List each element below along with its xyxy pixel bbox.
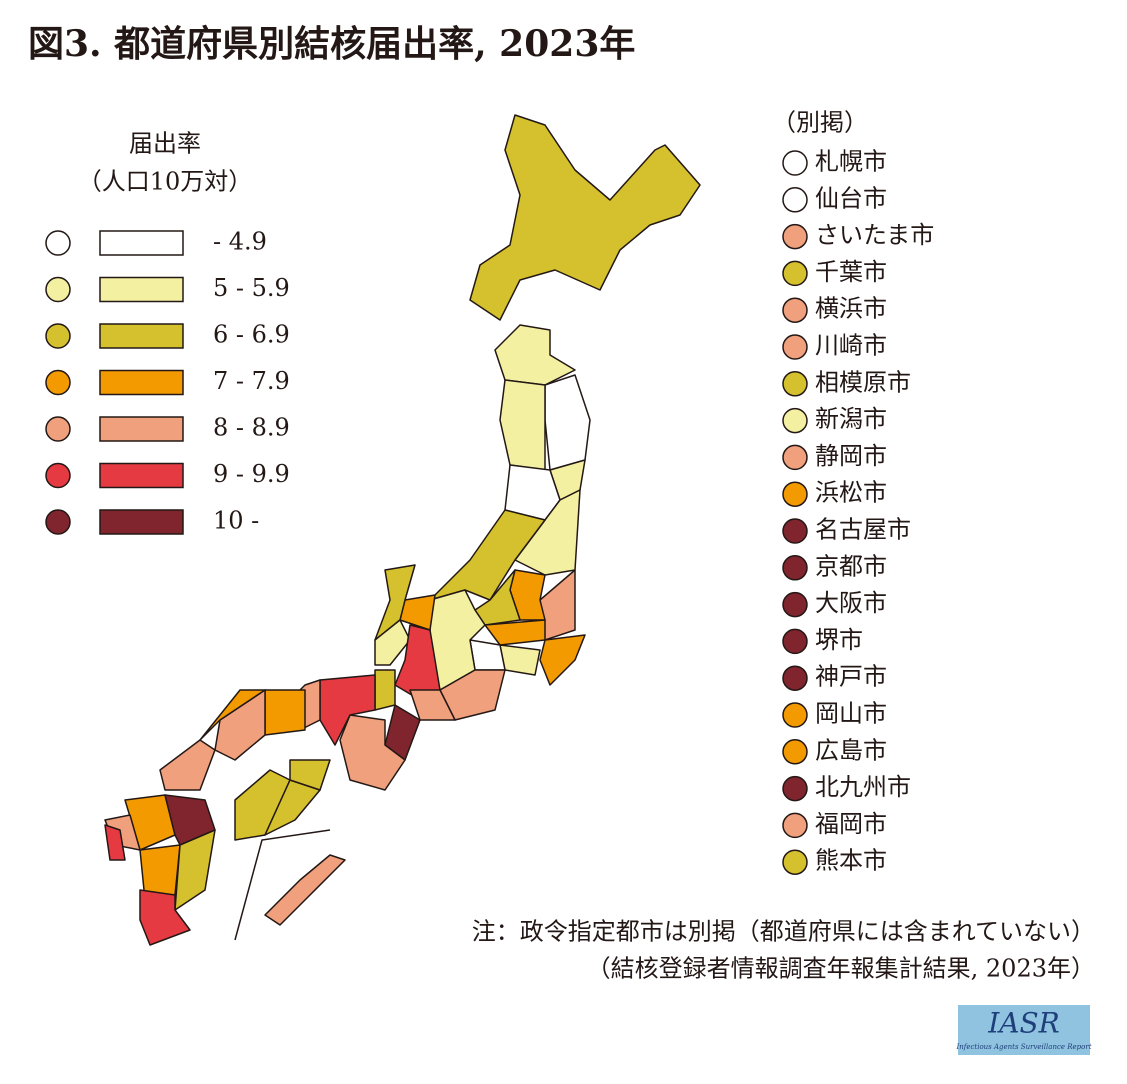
city-dot: [782, 444, 808, 471]
source: （結核登録者情報調査年報集計結果, 2023年）: [587, 955, 1095, 983]
legend-swatch: [99, 323, 184, 349]
legend-dot: [45, 509, 71, 535]
cities-title: （別掲）: [772, 109, 868, 137]
prefecture: [374, 669, 396, 711]
city-dot: [782, 739, 808, 765]
city-list: 札幌市仙台市さいたま市千葉市横浜市川崎市相模原市新潟市静岡市浜松市名古屋市京都市…: [782, 148, 934, 875]
prefecture: [289, 759, 331, 791]
city-dot: [782, 260, 808, 287]
prefecture: [409, 689, 456, 721]
map: [104, 114, 701, 946]
city-dot: [782, 555, 808, 581]
city-name: 新潟市: [815, 405, 887, 433]
legend-subtitle: （人口10万対）: [78, 168, 253, 196]
city-name: 大阪市: [815, 589, 887, 617]
city-dot: [782, 150, 808, 176]
city-dot: [782, 371, 808, 397]
note: 注：政令指定都市は別掲（都道府県には含まれていない）: [472, 918, 1095, 946]
prefecture: [469, 114, 701, 321]
prefecture: [494, 324, 576, 386]
legend-label: 6 - 6.9: [213, 321, 290, 349]
title: 図3. 都道府県別結核届出率, 2023年: [28, 23, 635, 65]
legend-swatch: [99, 276, 184, 303]
city-name: 仙台市: [815, 184, 887, 212]
prefecture: [374, 619, 411, 666]
city-name: 静岡市: [815, 442, 887, 470]
prefecture: [484, 619, 546, 646]
legend-swatch: [99, 369, 184, 396]
legend-title: 届出率: [129, 130, 201, 158]
city-name: 北九州市: [815, 773, 911, 801]
legend-label: 7 - 7.9: [213, 367, 290, 395]
prefecture: [499, 379, 546, 471]
logo-title: IASR: [987, 1007, 1060, 1040]
city-name: 横浜市: [815, 295, 887, 323]
city-dot: [782, 812, 808, 839]
city-dot: [782, 187, 808, 213]
legend-swatch: [99, 462, 184, 489]
prefecture: [139, 889, 191, 946]
logo-box: [958, 1005, 1090, 1055]
city-name: 岡山市: [815, 700, 887, 728]
city-dot: [782, 481, 808, 507]
city-dot: [782, 702, 808, 728]
city-name: 福岡市: [815, 810, 887, 838]
prefecture: [264, 854, 346, 926]
city-name: さいたま市: [815, 221, 934, 249]
legend-label: 5 - 5.9: [213, 274, 290, 302]
city-name: 堺市: [815, 626, 863, 654]
city-name: 京都市: [815, 552, 887, 580]
city-name: 千葉市: [815, 258, 887, 286]
city-dot: [782, 297, 808, 323]
city-name: 札幌市: [815, 148, 887, 176]
prefecture: [264, 689, 306, 736]
city-name: 名古屋市: [815, 516, 911, 544]
city-name: 熊本市: [815, 847, 887, 875]
legend-swatch: [99, 509, 184, 535]
city-name: 神戸市: [815, 663, 887, 691]
prefecture: [544, 374, 591, 471]
prefecture: [499, 644, 541, 676]
city-dot: [782, 518, 808, 544]
prefecture: [429, 509, 546, 601]
prefecture: [199, 689, 266, 741]
legend-dot: [45, 276, 71, 303]
legend-label: 9 - 9.9: [213, 460, 290, 488]
legend-label: - 4.9: [213, 228, 267, 256]
city-dot: [782, 223, 808, 250]
prefecture: [339, 714, 406, 791]
city-dot: [782, 775, 808, 802]
legend-dot: [45, 369, 71, 396]
city-name: 川崎市: [815, 332, 887, 360]
prefecture: [159, 739, 216, 791]
city-dot: [782, 334, 808, 360]
prefecture: [174, 829, 216, 911]
city-dot: [782, 407, 808, 434]
city-dot: [782, 591, 808, 618]
city-dot: [782, 849, 808, 875]
legend-dot: [45, 230, 71, 256]
legend-dot: [45, 323, 71, 349]
inset-border: [234, 829, 331, 941]
legend-label: 8 - 8.9: [213, 414, 290, 442]
city-name: 相模原市: [815, 368, 911, 396]
legend-label: 10 -: [213, 507, 259, 535]
legend-swatch: [99, 416, 184, 442]
prefecture: [539, 634, 586, 686]
city-name: 浜松市: [815, 479, 887, 507]
prefecture: [469, 639, 506, 671]
city-name: 広島市: [815, 736, 887, 764]
prefecture: [104, 824, 126, 861]
city-dot: [782, 665, 808, 691]
city-dot: [782, 628, 808, 655]
legend-dot: [45, 462, 71, 489]
legend: - 4.9 5 - 5.9 6 - 6.9 7 - 7.9 8 - 8.9 9 - 9.9…: [45, 228, 290, 535]
legend-swatch: [99, 230, 184, 256]
logo-subtitle: Infectious Agents Surveillance Report: [955, 1043, 1091, 1051]
legend-dot: [45, 416, 71, 442]
